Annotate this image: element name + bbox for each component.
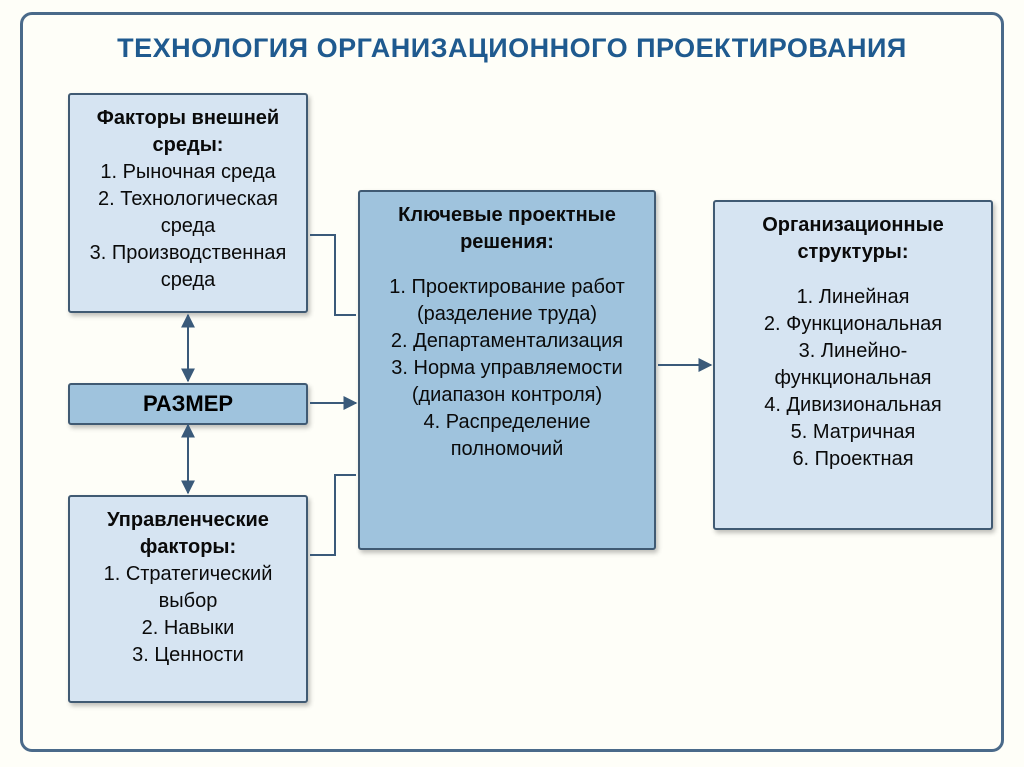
connectors-layer [23,15,1007,755]
diagram-frame: ТЕХНОЛОГИЯ ОРГАНИЗАЦИОННОГО ПРОЕКТИРОВАН… [20,12,1004,752]
